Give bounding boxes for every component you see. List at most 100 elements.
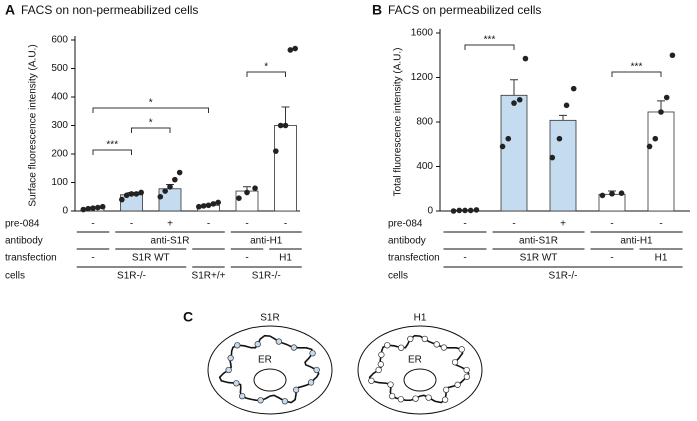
- er-bead: [309, 350, 316, 357]
- row-label: pre-084: [388, 219, 423, 230]
- nucleus: [403, 368, 437, 392]
- y-tick-label: 400: [416, 161, 433, 172]
- er-bead: [378, 351, 385, 358]
- error-bar: [510, 79, 518, 96]
- data-point: [563, 102, 570, 109]
- er-bead: [254, 341, 261, 348]
- data-point: [167, 183, 173, 190]
- er-bead: [368, 377, 375, 384]
- data-point: [85, 205, 91, 212]
- er-bead: [275, 338, 283, 345]
- y-tick-label: 200: [51, 149, 68, 160]
- bar: [274, 125, 297, 212]
- group-label: H1: [655, 253, 668, 264]
- er-bead: [293, 386, 300, 393]
- er-bead: [239, 392, 246, 400]
- data-point: [516, 96, 523, 103]
- er-bead: [290, 344, 298, 351]
- er-bead: [397, 396, 405, 403]
- y-tick-label: 800: [416, 117, 433, 128]
- significance-label: *: [264, 62, 268, 73]
- chart-title: FACS on permeabilized cells: [388, 3, 541, 17]
- group-label: anti-H1: [620, 236, 653, 247]
- data-point: [119, 196, 125, 203]
- row-label: antibody: [5, 236, 43, 247]
- data-point: [499, 143, 506, 150]
- data-point: [450, 208, 457, 214]
- bar: [120, 194, 143, 212]
- pre084-label: -: [659, 219, 662, 230]
- y-tick-label: 1200: [411, 72, 434, 83]
- group-label: S1R+/+: [192, 271, 226, 282]
- er-bead: [397, 344, 405, 351]
- data-point: [95, 204, 101, 211]
- group-label: anti-S1R: [519, 236, 558, 247]
- data-point: [609, 190, 615, 197]
- error-bar: [559, 114, 567, 121]
- group-label: -: [91, 253, 94, 264]
- data-point: [176, 169, 183, 176]
- significance-label: ***: [484, 35, 496, 46]
- er-bead: [387, 381, 394, 388]
- data-point: [292, 45, 298, 52]
- data-point: [467, 207, 474, 214]
- data-point: [505, 135, 512, 142]
- data-point: [277, 122, 284, 129]
- er-bead: [307, 379, 315, 386]
- er-bead: [384, 342, 391, 349]
- data-point: [618, 190, 625, 196]
- cell-membrane: [207, 325, 333, 415]
- significance-bracket: [464, 44, 515, 50]
- er-bead: [440, 344, 448, 351]
- data-point: [511, 100, 517, 106]
- data-point: [252, 185, 258, 191]
- pre084-label: -: [512, 219, 515, 230]
- significance-bracket: [611, 71, 662, 77]
- pre084-label: +: [167, 219, 173, 230]
- er-bead: [433, 341, 440, 348]
- y-axis-label: Surface fluorescence intensity (A.U.): [28, 44, 39, 206]
- data-point: [663, 94, 670, 101]
- bar: [158, 188, 182, 212]
- data-point: [162, 188, 168, 194]
- er-bead: [257, 397, 264, 404]
- significance-bracket: [246, 71, 286, 77]
- data-point: [99, 203, 106, 210]
- er-bead: [441, 396, 449, 403]
- cell-membrane: [357, 325, 483, 415]
- organelle-label: ER: [408, 355, 422, 366]
- data-point: [200, 203, 207, 209]
- group-label: -: [463, 253, 466, 264]
- data-point: [157, 193, 164, 200]
- er-bead: [443, 386, 450, 393]
- row-label: transfection: [388, 253, 440, 264]
- pre084-label: -: [245, 219, 248, 230]
- group-label: anti-S1R: [151, 236, 190, 247]
- significance-label: *: [149, 118, 153, 129]
- y-tick-label: 1600: [411, 28, 434, 39]
- chart-title: FACS on non-permeabilized cells: [21, 3, 198, 17]
- pre084-label: -: [91, 219, 94, 230]
- data-point: [287, 47, 294, 53]
- data-point: [669, 52, 676, 59]
- group-label: S1R-/-: [549, 271, 578, 282]
- er-bead: [463, 366, 470, 374]
- er-bead: [377, 361, 384, 368]
- er-bead: [407, 335, 414, 343]
- data-point: [215, 199, 221, 206]
- er-bead: [412, 395, 419, 402]
- data-point: [123, 192, 130, 199]
- data-point: [138, 189, 144, 196]
- significance-bracket: [92, 107, 209, 113]
- nucleus: [253, 368, 287, 392]
- er-bead: [227, 354, 234, 362]
- cell-label: S1R: [260, 313, 279, 324]
- data-point: [282, 122, 289, 129]
- significance-bracket: [92, 149, 132, 155]
- er-bead: [225, 366, 232, 374]
- significance-bracket: [131, 127, 171, 133]
- y-axis-label: Total fluorescence intensity (A.U.): [393, 48, 404, 197]
- data-point: [522, 55, 529, 62]
- y-tick-label: 300: [51, 120, 68, 131]
